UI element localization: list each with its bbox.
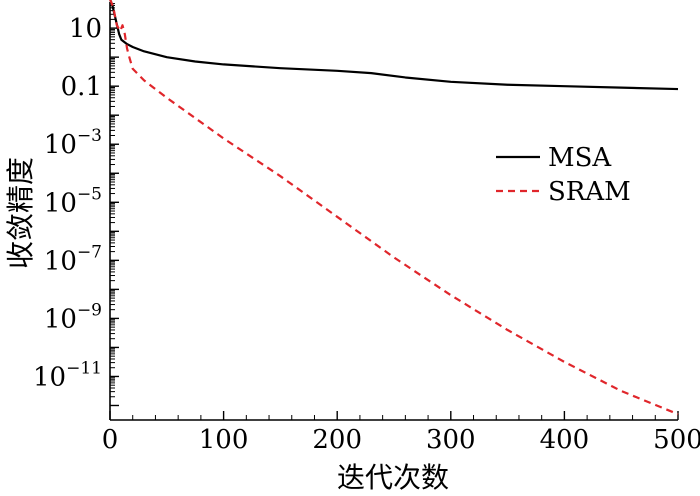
x-tick-label: 300	[426, 425, 476, 455]
x-tick-label: 200	[312, 425, 362, 455]
y-tick-base: 10	[44, 246, 77, 276]
y-tick-exponent: −3	[77, 126, 102, 146]
legend-label-msa: MSA	[548, 143, 612, 173]
x-tick-label: 400	[540, 425, 590, 455]
x-axis-label: 迭代次数	[337, 461, 449, 494]
y-tick-exponent: −7	[77, 242, 102, 262]
y-tick-label: 10−5	[44, 184, 102, 218]
y-tick-label: 10−3	[44, 126, 102, 160]
y-tick-exponent: −5	[77, 184, 102, 204]
x-tick-label: 100	[199, 425, 249, 455]
series-line-msa	[109, 0, 679, 91]
plot-area	[109, 2, 678, 421]
y-tick-label: 10	[69, 14, 102, 44]
y-tick-base: 10	[44, 304, 77, 334]
y-axis-ticks: 100.110−310−510−710−910−11	[33, 3, 119, 407]
y-tick-base: 10	[33, 362, 66, 392]
y-tick-exponent: −11	[66, 358, 102, 378]
x-tick-label: 0	[102, 425, 119, 455]
x-axis-ticks: 0 100 200 300 400 500	[102, 411, 700, 455]
series-line-sram	[109, 0, 679, 416]
y-tick-label: 10−11	[33, 358, 102, 392]
x-tick-label: 500	[653, 425, 700, 455]
legend: MSA SRAM	[496, 143, 631, 207]
legend-label-sram: SRAM	[548, 177, 631, 207]
y-tick-base: 0.1	[61, 72, 102, 102]
y-axis-label: 收敛精度	[4, 157, 37, 269]
y-tick-exponent: −9	[77, 300, 102, 320]
y-tick-label: 10−9	[44, 300, 102, 334]
y-tick-base: 10	[44, 130, 77, 160]
series-layer	[109, 0, 679, 416]
y-tick-base: 10	[69, 14, 102, 44]
y-tick-base: 10	[44, 188, 77, 218]
y-tick-label: 0.1	[61, 72, 102, 102]
y-tick-label: 10−7	[44, 242, 102, 276]
